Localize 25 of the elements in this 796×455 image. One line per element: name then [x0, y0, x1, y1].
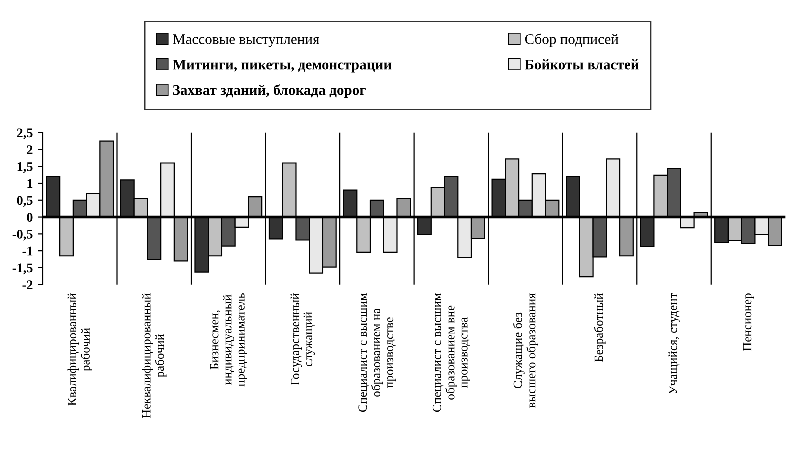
y-tick-label: 1: [28, 179, 33, 188]
x-tick-label: Бизнесмен, индивидуальный предприниматель: [210, 294, 248, 387]
y-tick-label: 0,5: [17, 196, 33, 208]
x-tick-label: Служащие без высшего образования: [513, 293, 538, 408]
y-tick-label: -1: [22, 246, 33, 256]
y-tick-label: 1,5: [18, 162, 33, 174]
x-tick-label: Учащийся, студент: [668, 293, 680, 394]
legend-label: Сбор подписей: [525, 34, 619, 48]
y-tick-label: 0: [27, 213, 33, 222]
x-tick-label: Квалифицированный рабочий: [68, 293, 92, 406]
x-tick-label: Специалист с высшим образованием на производстве: [358, 293, 396, 412]
legend-label: Массовые выступления: [173, 34, 320, 48]
y-tick-label: 2: [27, 146, 33, 154]
x-tick-label: Специалист с высшим образованием вне производства: [432, 293, 470, 412]
legend-label: Захват зданий, блокада дорог: [173, 84, 366, 98]
y-tick-label: -1,5: [12, 264, 33, 275]
x-tick-label: Безработный: [594, 293, 606, 362]
y-tick-label: -2: [22, 280, 33, 290]
legend-label: Митинги, пикеты, демонстрации: [173, 60, 392, 73]
y-tick-label: 2,5: [17, 128, 33, 140]
x-tick-label: Неквалифицированный рабочий: [142, 293, 167, 418]
legend-label: Бойкоты властей: [525, 60, 639, 70]
x-tick-label: Пенсионер: [743, 294, 754, 352]
x-tick-label: Государственный служащий: [290, 293, 316, 386]
y-tick-label: -0,5: [12, 230, 33, 241]
